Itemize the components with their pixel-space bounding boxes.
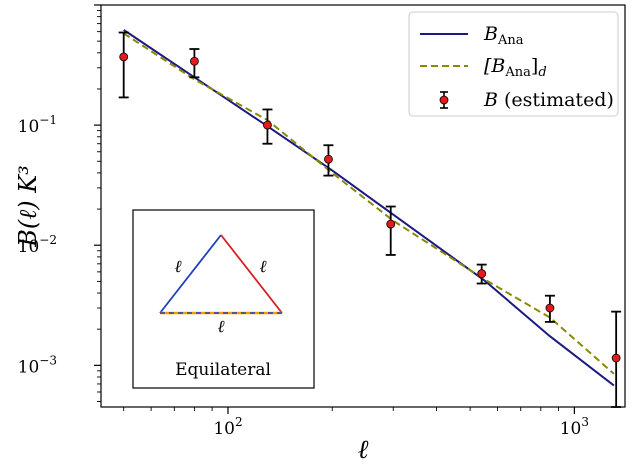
legend-main-b-ana-d: [B bbox=[484, 55, 505, 77]
legend-label-b-ana-d: [BAna]d bbox=[484, 55, 547, 80]
inset-right-side bbox=[220, 234, 283, 314]
legend-box bbox=[408, 11, 619, 117]
data-point bbox=[263, 120, 272, 130]
x-tick-exponent: 3 bbox=[581, 415, 589, 429]
legend-sub2-b-ana-d: d bbox=[538, 65, 546, 80]
legend-sub-b-ana-d: Ana bbox=[504, 65, 531, 80]
x-tick-label: 102 bbox=[213, 415, 242, 439]
inset-left-label: ℓ bbox=[174, 257, 181, 277]
legend-main-b-ana: B bbox=[483, 23, 498, 45]
inset-left-side bbox=[159, 234, 222, 314]
y-tick-exponent: −2 bbox=[39, 233, 57, 247]
x-tick-exponent: 2 bbox=[235, 415, 243, 429]
inset-bottom-label: ℓ bbox=[217, 317, 224, 337]
data-point bbox=[119, 52, 129, 62]
series-line-b-ana bbox=[123, 29, 615, 387]
y-tick-base: 10 bbox=[18, 117, 40, 137]
y-tick-label: 10−1 bbox=[18, 113, 57, 137]
estimated-points bbox=[118, 31, 622, 408]
data-point bbox=[189, 56, 199, 66]
legend-rest-estimated: (estimated) bbox=[504, 89, 614, 111]
y-tick-exponent: −1 bbox=[39, 113, 57, 127]
plot-frame bbox=[100, 4, 626, 408]
legend-main-estimated: B bbox=[483, 89, 498, 111]
legend-close-b-ana-d: ] bbox=[531, 55, 538, 77]
legend-label-b-ana: BAna bbox=[483, 23, 524, 48]
inset-box bbox=[132, 209, 315, 389]
y-tick-label: 10−3 bbox=[18, 353, 57, 377]
inset-right-label: ℓ bbox=[259, 257, 266, 277]
y-tick-label: 10−2 bbox=[18, 233, 57, 257]
inset-caption: Equilateral bbox=[175, 360, 271, 380]
data-point bbox=[545, 303, 555, 313]
data-point bbox=[386, 219, 396, 229]
x-tick-base: 10 bbox=[560, 419, 582, 439]
y-axis-ticks: 10−110−210−3 bbox=[18, 4, 101, 402]
x-tick-label: 103 bbox=[560, 415, 589, 439]
x-axis-ticks: 102 103 bbox=[123, 407, 589, 439]
data-point bbox=[324, 154, 333, 164]
series-line-b-ana-d bbox=[123, 32, 615, 375]
y-tick-base: 10 bbox=[18, 237, 40, 257]
legend: BAna [BAna]d B (estimated) bbox=[408, 11, 619, 117]
legend-sub-b-ana: Ana bbox=[497, 33, 524, 48]
y-tick-exponent: −3 bbox=[39, 353, 57, 367]
legend-marker bbox=[439, 95, 449, 105]
series-lines bbox=[123, 29, 615, 387]
y-axis-label: B(ℓ) K³ bbox=[14, 165, 42, 248]
equilateral-inset: ℓ ℓ ℓ Equilateral bbox=[132, 209, 315, 389]
x-tick-base: 10 bbox=[213, 419, 235, 439]
y-tick-base: 10 bbox=[18, 357, 40, 377]
legend-label-estimated: B (estimated) bbox=[483, 89, 614, 111]
data-point bbox=[477, 269, 487, 279]
x-axis-label: ℓ bbox=[358, 435, 369, 465]
data-point bbox=[611, 353, 621, 363]
